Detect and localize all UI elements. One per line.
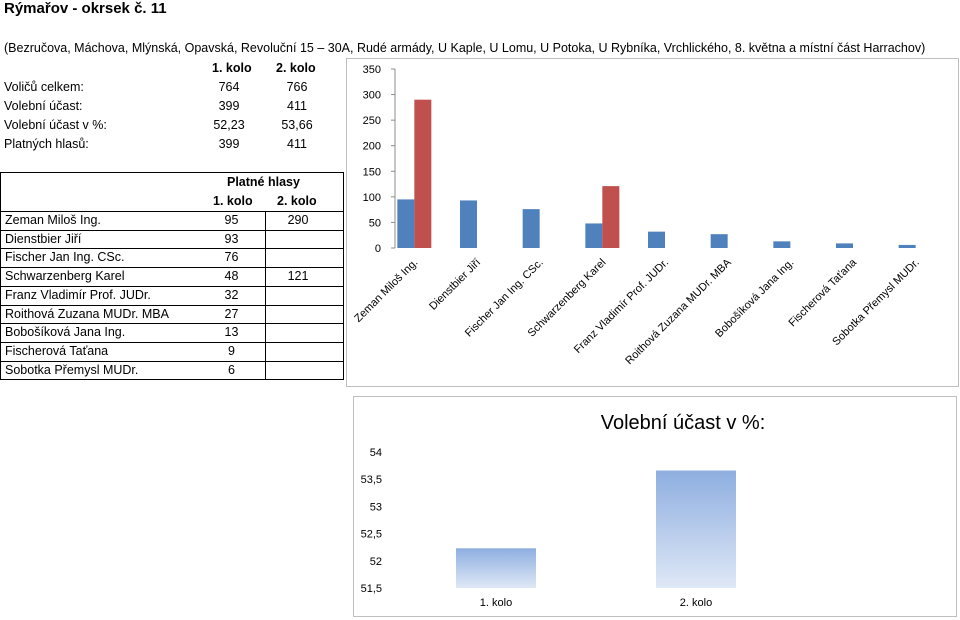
- candidate-name: Sobotka Přemysl MUDr.: [5, 362, 139, 377]
- votes-round-1: 48: [224, 269, 239, 284]
- turnout-chart-border: [353, 396, 957, 617]
- y-tick-label: 100: [363, 192, 381, 204]
- candidate-name: Zeman Miloš Ing.: [5, 213, 101, 227]
- y-tick-label: 150: [363, 166, 381, 178]
- summary-value: 411: [287, 137, 307, 151]
- y-tick-label: 300: [363, 90, 381, 102]
- bar: [836, 243, 853, 248]
- table-row: Fischer Jan Ing. CSc. 76: [1, 248, 343, 267]
- votes-table-col-1-header: 1. kolo: [213, 194, 253, 208]
- table-row: Dienstbier Jiří 93: [1, 229, 343, 249]
- candidate-name: Schwarzenberg Karel: [5, 269, 125, 284]
- candidate-name: Bobošíková Jana Ing.: [5, 325, 126, 340]
- summary-col-1-header: 1. kolo: [212, 61, 252, 75]
- y-tick-label: 350: [363, 64, 381, 76]
- bar: [656, 470, 736, 588]
- votes-round-1: 95: [224, 213, 239, 227]
- table-row: Franz Vladimír Prof. JUDr. 32: [1, 285, 343, 305]
- table-row: Zeman Miloš Ing. 95 290: [1, 211, 343, 230]
- bar: [648, 231, 665, 248]
- table-row: Schwarzenberg Karel 48 121: [1, 267, 343, 286]
- table-row: Sobotka Přemysl MUDr. 6: [1, 360, 343, 380]
- summary-value: 764: [218, 80, 240, 94]
- turnout-chart-title: Volební účast v %:: [601, 412, 766, 434]
- district-description: (Bezručova, Máchova, Mlýnská, Opavská, R…: [4, 41, 926, 55]
- votes-round-1: 27: [224, 306, 239, 321]
- summary-value: 53,66: [281, 118, 313, 132]
- summary-value: 411: [287, 99, 307, 113]
- summary-label: Volební účast v %:: [4, 118, 107, 132]
- votes-table: Platné hlasy 1. kolo 2. kolo Zeman Miloš…: [0, 172, 344, 380]
- y-tick-label: 52: [370, 556, 382, 568]
- summary-value: 766: [286, 80, 308, 94]
- summary-value: 52,23: [213, 118, 245, 132]
- table-row: Roithová Zuzana MUDr. MBA 27: [1, 304, 343, 324]
- bar: [456, 548, 536, 588]
- table-row: Bobošíková Jana Ing. 13: [1, 323, 343, 342]
- candidate-name: Roithová Zuzana MUDr. MBA: [5, 306, 169, 321]
- y-tick-label: 53,5: [361, 474, 382, 486]
- turnout-bar-chart: Volební účast v %: 51,5 52 52,5 53 53,5 54 1.…: [353, 396, 957, 617]
- x-tick-label: 1. kolo: [480, 597, 512, 609]
- table-row: Fischerová Taťana 9: [1, 341, 343, 361]
- bar: [710, 234, 728, 248]
- y-tick-label: 54: [370, 447, 382, 459]
- chart-area-border: [346, 58, 959, 387]
- votes-table-title: Platné hlasy: [227, 175, 300, 189]
- page-title: Rýmařov - okrsek č. 11: [4, 0, 167, 17]
- summary-value: 399: [218, 99, 240, 113]
- votes-round-1: 9: [228, 343, 235, 358]
- votes-round-1: 93: [224, 231, 239, 246]
- votes-round-1: 6: [228, 362, 235, 377]
- summary-col-2-header: 2. kolo: [276, 61, 316, 75]
- y-tick-label: 51,5: [361, 583, 382, 595]
- bar: [397, 199, 415, 248]
- y-tick-label: 250: [363, 115, 381, 127]
- candidate-name: Franz Vladimír Prof. JUDr.: [5, 287, 151, 302]
- candidate-name: Dienstbier Jiří: [5, 231, 82, 246]
- bar: [602, 186, 620, 248]
- votes-table-col-2-header: 2. kolo: [277, 194, 317, 208]
- x-tick-label: 2. kolo: [680, 597, 712, 609]
- bar: [414, 99, 432, 248]
- votes-round-1: 76: [224, 250, 239, 265]
- summary-label: Voličů celkem:: [4, 80, 84, 94]
- votes-round-2: 290: [287, 213, 309, 227]
- summary-value: 399: [218, 137, 240, 151]
- y-tick-label: 52,5: [361, 529, 382, 541]
- bar: [522, 209, 540, 248]
- votes-table-divider: [265, 211, 266, 379]
- summary-label: Platných hlasů:: [4, 137, 89, 151]
- y-tick-label: 53: [370, 501, 382, 513]
- bar: [773, 241, 791, 248]
- summary-label: Volební účast:: [4, 99, 83, 113]
- candidate-name: Fischer Jan Ing. CSc.: [5, 250, 125, 265]
- bar: [585, 223, 603, 248]
- candidate-name: Fischerová Taťana: [5, 343, 109, 358]
- y-tick-label: 200: [363, 141, 381, 153]
- y-tick-label: 50: [369, 217, 381, 229]
- bar: [898, 244, 916, 248]
- votes-round-2: 121: [287, 269, 309, 284]
- bar: [460, 200, 477, 248]
- votes-round-1: 13: [224, 325, 239, 340]
- votes-round-1: 32: [224, 287, 239, 302]
- y-tick-label: 0: [375, 243, 381, 255]
